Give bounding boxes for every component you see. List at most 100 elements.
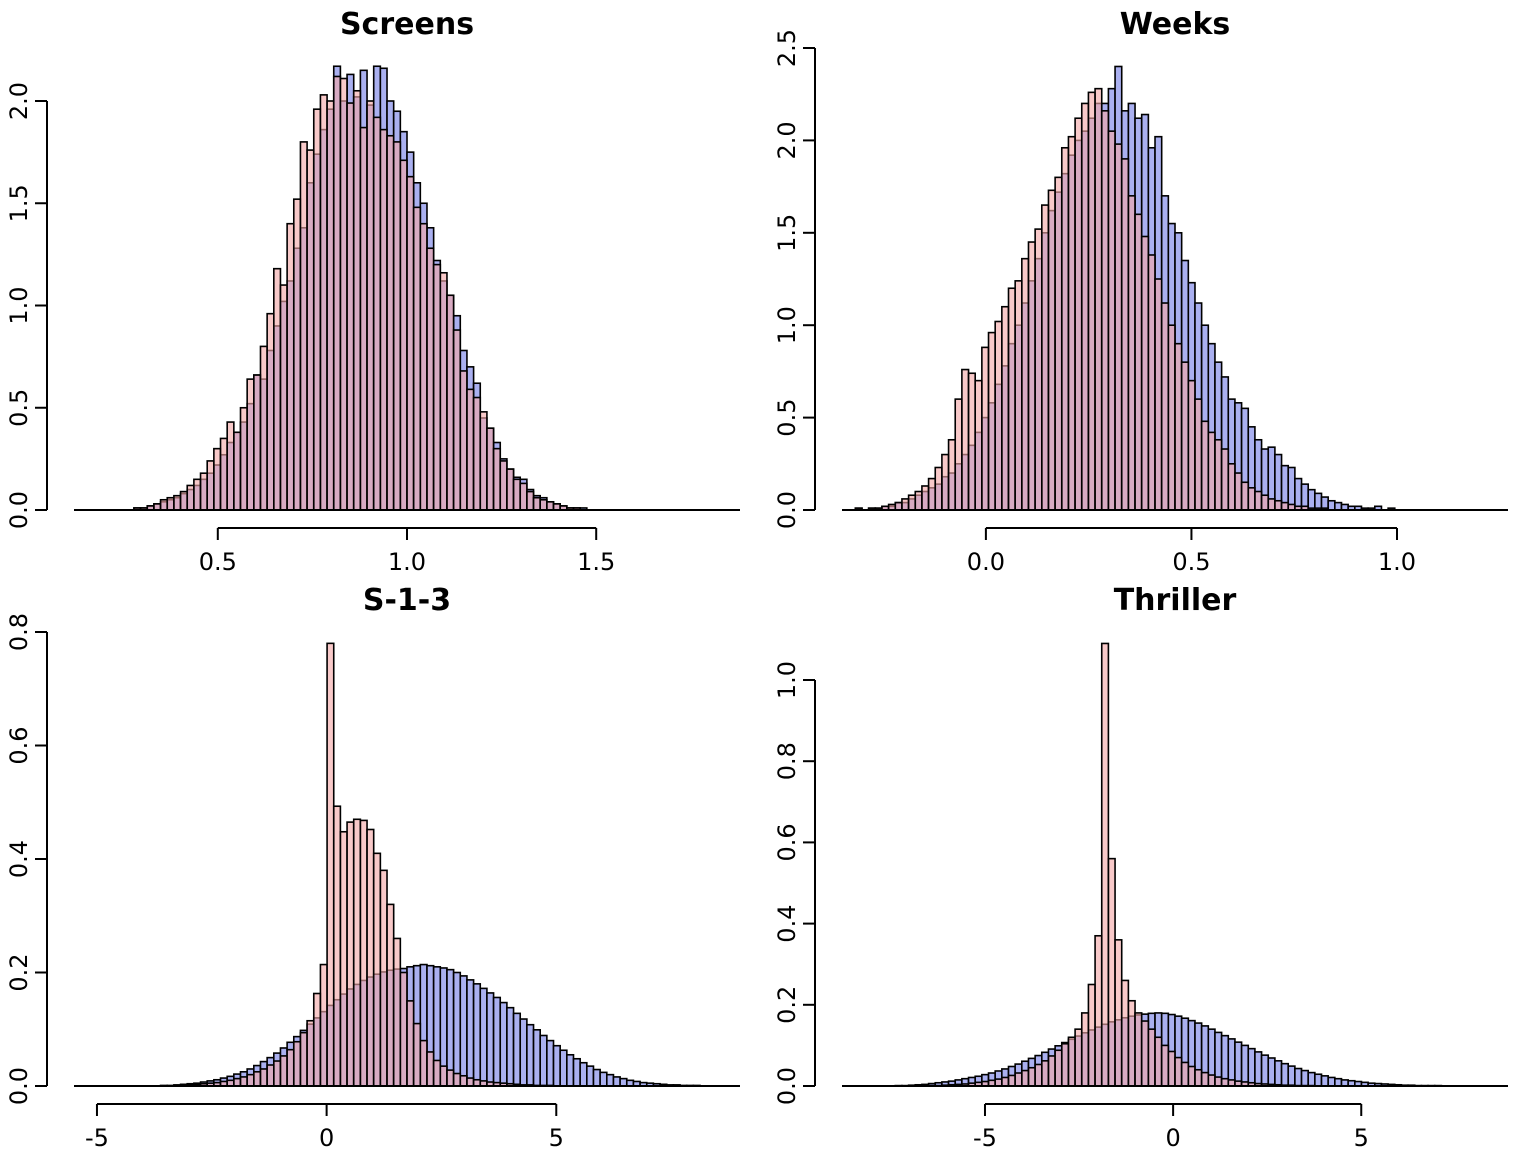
- histogram-bar: [1207, 1074, 1216, 1087]
- histogram-bar: [459, 370, 468, 511]
- y-tick-label: 1.5: [773, 214, 801, 252]
- histogram-bar: [472, 396, 482, 511]
- histogram-bar: [1027, 1066, 1036, 1087]
- histogram-bar: [159, 498, 169, 511]
- x-tick-label: -5: [85, 1124, 109, 1152]
- histogram-bar: [1220, 1077, 1230, 1087]
- histogram-bar: [941, 453, 950, 511]
- histogram-bar: [259, 345, 268, 511]
- histogram-bar: [392, 141, 402, 511]
- histogram-bar: [1047, 1055, 1056, 1087]
- histogram-bar: [1240, 481, 1250, 511]
- histogram-bar: [246, 378, 255, 511]
- histogram-bar: [1187, 379, 1196, 511]
- histogram-bar: [213, 447, 222, 511]
- histogram-bar: [1001, 305, 1010, 511]
- histogram-bar: [1327, 1076, 1336, 1087]
- histogram-bar: [907, 494, 917, 511]
- histogram-bar: [599, 1071, 608, 1087]
- histogram-bar: [459, 1074, 468, 1087]
- histogram-bar: [1274, 499, 1283, 511]
- histogram-bar: [1334, 501, 1343, 511]
- histogram-bar: [1174, 1056, 1183, 1087]
- histogram-bar: [987, 331, 996, 511]
- histogram-bar: [466, 388, 475, 511]
- histogram-bar: [1287, 1065, 1296, 1087]
- histogram-bar: [366, 828, 375, 1087]
- histogram-bar: [352, 89, 362, 511]
- histogram-bar: [1014, 280, 1023, 511]
- y-axis: 0.0 0.5 1.0 1.5 2.0: [5, 82, 48, 529]
- histogram-bar: [519, 482, 528, 511]
- histogram-bar: [446, 968, 455, 1087]
- histogram-bar: [206, 460, 215, 511]
- histogram-bar: [173, 494, 182, 511]
- histogram-bar: [359, 126, 368, 511]
- histogram-bar: [1080, 1012, 1090, 1087]
- histogram-bar: [1001, 1076, 1010, 1087]
- histogram-bar: [605, 1073, 615, 1087]
- histogram-bar: [981, 346, 990, 511]
- y-tick-label: 0.0: [773, 1067, 801, 1105]
- histogram-bar: [459, 975, 468, 1087]
- histogram-bar: [219, 437, 228, 511]
- histogram-bar: [947, 438, 957, 511]
- x-tick-label: 0.0: [967, 548, 1005, 576]
- histogram-bar: [239, 1076, 248, 1087]
- histogram-bar: [466, 979, 475, 1087]
- histogram-bar: [472, 983, 482, 1087]
- histogram-bar: [1174, 342, 1183, 511]
- histogram-bar: [292, 198, 302, 511]
- histogram-bar: [1140, 235, 1150, 511]
- y-tick-label: 0.2: [773, 986, 801, 1024]
- histogram-bar: [399, 971, 408, 1087]
- series-red: [927, 642, 1316, 1087]
- histogram-bar: [412, 206, 422, 511]
- histogram-bar: [1260, 494, 1270, 511]
- y-tick-label: 0.5: [773, 399, 801, 437]
- histogram-bar: [526, 1023, 535, 1087]
- histogram-bar: [452, 1072, 462, 1087]
- bars: [159, 642, 701, 1087]
- histogram-bar: [386, 134, 395, 511]
- histogram-bar: [1234, 472, 1243, 511]
- histogram-bar: [1067, 1036, 1076, 1087]
- histogram-bar: [1167, 324, 1176, 511]
- histogram-bar: [1134, 1012, 1143, 1087]
- histogram-bar: [1054, 176, 1063, 511]
- histogram-bar: [506, 1006, 515, 1087]
- histogram-bar: [1034, 1063, 1043, 1087]
- histogram-bar: [1180, 361, 1190, 511]
- histogram-bar: [1094, 934, 1103, 1087]
- histogram-bar: [499, 460, 508, 511]
- histogram-bar: [312, 992, 322, 1087]
- x-tick-label: 1.0: [388, 548, 426, 576]
- y-tick-label: 2.5: [773, 29, 801, 67]
- y-tick-label: 0.4: [5, 840, 33, 878]
- histogram-bar: [1227, 462, 1236, 511]
- histogram-bar: [1194, 1068, 1203, 1087]
- histogram-bar: [1334, 1077, 1343, 1087]
- histogram-bar: [479, 987, 488, 1087]
- histogram-bar: [1154, 278, 1163, 511]
- y-tick-label: 1.0: [773, 661, 801, 699]
- histogram-bar: [1007, 287, 1016, 511]
- histogram-bar: [1267, 498, 1276, 511]
- histogram-bar: [1027, 241, 1036, 511]
- histogram-bar: [1120, 979, 1130, 1087]
- histogram-bar: [253, 374, 262, 511]
- histogram-bar: [1160, 302, 1170, 511]
- histogram-bar: [426, 1051, 435, 1087]
- histogram-bar: [579, 1061, 588, 1087]
- histogram-bar: [272, 267, 282, 511]
- histogram-bar: [286, 1048, 295, 1087]
- histogram-bar: [319, 94, 328, 511]
- histogram-bar: [339, 77, 348, 511]
- histogram-bar: [1087, 983, 1096, 1087]
- histogram-bar: [446, 294, 455, 511]
- histogram-bar: [1114, 143, 1123, 511]
- x-tick-label: 1.5: [577, 548, 615, 576]
- histogram-bar: [1260, 1054, 1270, 1087]
- x-tick-label: 0.5: [199, 548, 237, 576]
- histogram-bar: [1307, 488, 1316, 511]
